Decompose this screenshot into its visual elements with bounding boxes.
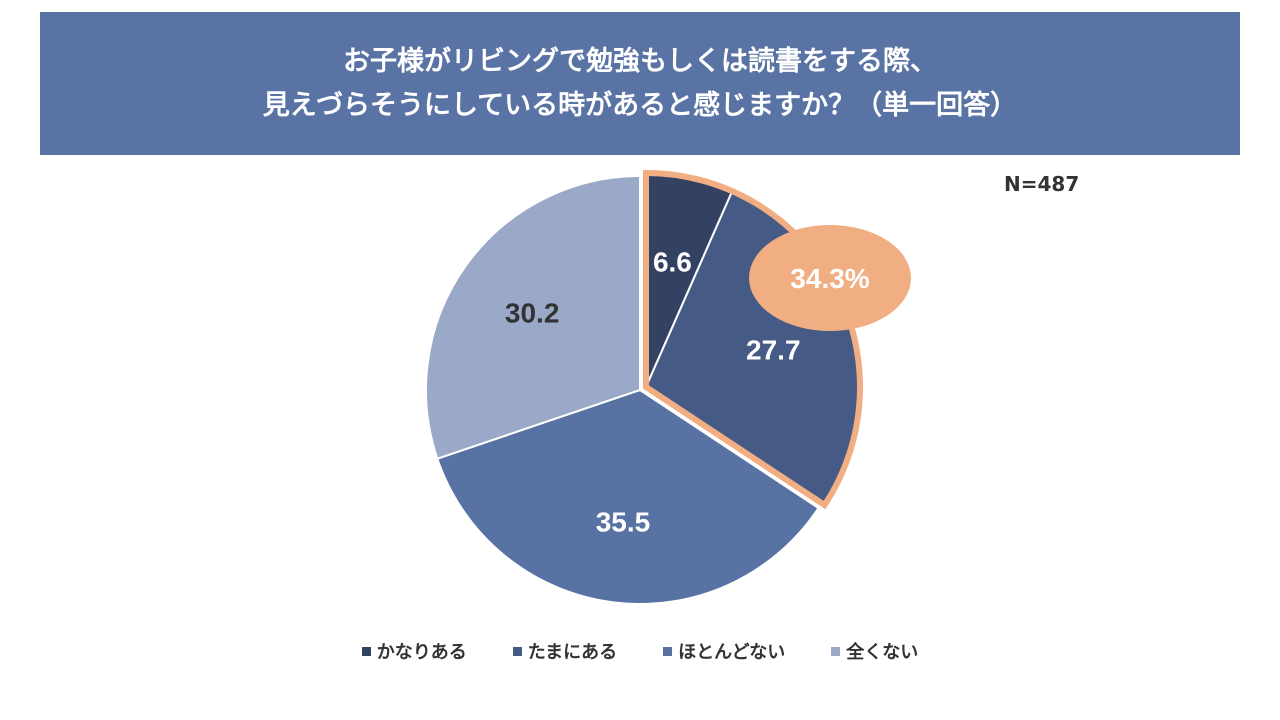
pie-slice xyxy=(436,388,820,605)
pie-slice xyxy=(425,174,641,460)
legend-label: ほとんどない xyxy=(678,642,786,663)
legend-item: かなりある xyxy=(361,638,467,664)
title-line-2: 見えづらそうにしている時があると感じますか？（単一回答） xyxy=(262,89,1018,121)
callout-label: 34.3% xyxy=(790,263,869,294)
legend-label: かなりある xyxy=(376,642,467,663)
title-line-1: お子様がリビングで勉強もしくは読書をする際、 xyxy=(343,45,937,77)
legend-item: 全くない xyxy=(831,638,918,664)
legend-swatch xyxy=(512,646,522,656)
legend-item: ほとんどない xyxy=(663,638,785,664)
sample-size: N=487 xyxy=(1004,172,1080,196)
data-label: 30.2 xyxy=(505,298,560,329)
data-label: 27.7 xyxy=(746,335,801,366)
legend-swatch xyxy=(663,646,673,656)
data-label: 6.6 xyxy=(653,246,692,277)
legend-swatch xyxy=(361,646,371,656)
data-label: 35.5 xyxy=(596,507,651,538)
chart-title: お子様がリビングで勉強もしくは読書をする際、 見えづらそうにしている時があると感… xyxy=(40,12,1240,155)
legend-label: たまにある xyxy=(527,642,618,663)
callout-bubble xyxy=(749,225,911,331)
legend-label: 全くない xyxy=(846,642,919,663)
legend-item: たまにある xyxy=(512,638,618,664)
legend-swatch xyxy=(831,646,841,656)
legend: かなりある たまにある ほとんどない 全くない xyxy=(0,638,1280,664)
